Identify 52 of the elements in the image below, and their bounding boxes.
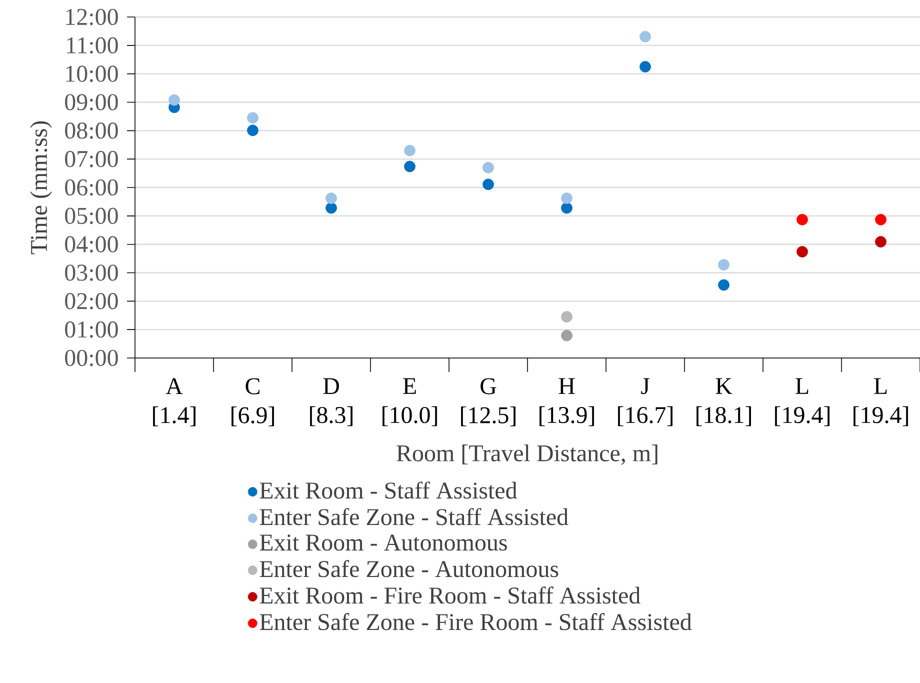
y-tick-label: 10:00 bbox=[66, 66, 118, 82]
y-tick-label: 12:00 bbox=[66, 8, 118, 26]
point bbox=[168, 94, 180, 106]
point bbox=[247, 124, 258, 136]
x-tick-label: H [13.9] bbox=[540, 378, 594, 426]
legend-label: Enter Safe Zone - Autonomous bbox=[260, 560, 558, 578]
legend-label: Exit Room - Fire Room - Staff Assisted bbox=[260, 586, 640, 604]
point bbox=[718, 259, 730, 270]
y-tick-label: 02:00 bbox=[65, 293, 118, 310]
point bbox=[404, 144, 416, 156]
y-tick-label: 05:00 bbox=[65, 208, 118, 224]
y-axis-title: Time (mm:ss) bbox=[30, 121, 52, 254]
y-tick-label: 01:00 bbox=[65, 321, 118, 338]
y-tick-label: 11:00 bbox=[67, 37, 118, 54]
x-tick-label: L [19.4] bbox=[854, 378, 908, 426]
point bbox=[718, 279, 730, 291]
point bbox=[640, 30, 651, 42]
point bbox=[247, 112, 258, 124]
point bbox=[561, 311, 572, 322]
y-tick-label: 09:00 bbox=[65, 94, 118, 110]
point bbox=[561, 192, 572, 204]
point bbox=[875, 236, 886, 248]
y-tick-label: 07:00 bbox=[65, 150, 118, 168]
x-tick-label: D [8.3] bbox=[310, 378, 352, 426]
x-tick-label: J [16.7] bbox=[618, 378, 672, 426]
y-tick-label: 08:00 bbox=[65, 122, 118, 139]
x-tick-label: C [6.9] bbox=[232, 378, 274, 426]
legend-label: Exit Room - Staff Assisted bbox=[260, 482, 518, 499]
point bbox=[561, 330, 572, 342]
x-axis-title: Room [Travel Distance, m] bbox=[396, 444, 658, 465]
x-tick-label: L [19.4] bbox=[775, 378, 830, 426]
point bbox=[796, 214, 808, 226]
x-tick-label: K [18.1] bbox=[696, 378, 751, 426]
y-tick-label: 06:00 bbox=[65, 179, 118, 196]
point bbox=[482, 162, 494, 174]
legend-label: Exit Room - Autonomous bbox=[260, 534, 507, 551]
point bbox=[561, 202, 572, 214]
legend-label: Enter Safe Zone - Staff Assisted bbox=[260, 508, 568, 526]
y-tick-label: 03:00 bbox=[65, 264, 118, 281]
point bbox=[326, 202, 337, 214]
x-tick-label: G [12.5] bbox=[461, 378, 516, 426]
point bbox=[326, 192, 337, 204]
x-tick-label: A [1.4] bbox=[153, 378, 196, 426]
legend-label: Enter Safe Zone - Fire Room - Staff Assisted bbox=[260, 613, 692, 630]
point bbox=[796, 246, 808, 258]
y-tick-label: 04:00 bbox=[65, 236, 118, 252]
point bbox=[640, 61, 651, 72]
y-tick-label: 00:00 bbox=[65, 350, 118, 366]
point bbox=[482, 178, 494, 190]
point bbox=[404, 160, 416, 172]
point bbox=[875, 214, 886, 226]
x-tick-label: E [10.0] bbox=[382, 378, 437, 426]
